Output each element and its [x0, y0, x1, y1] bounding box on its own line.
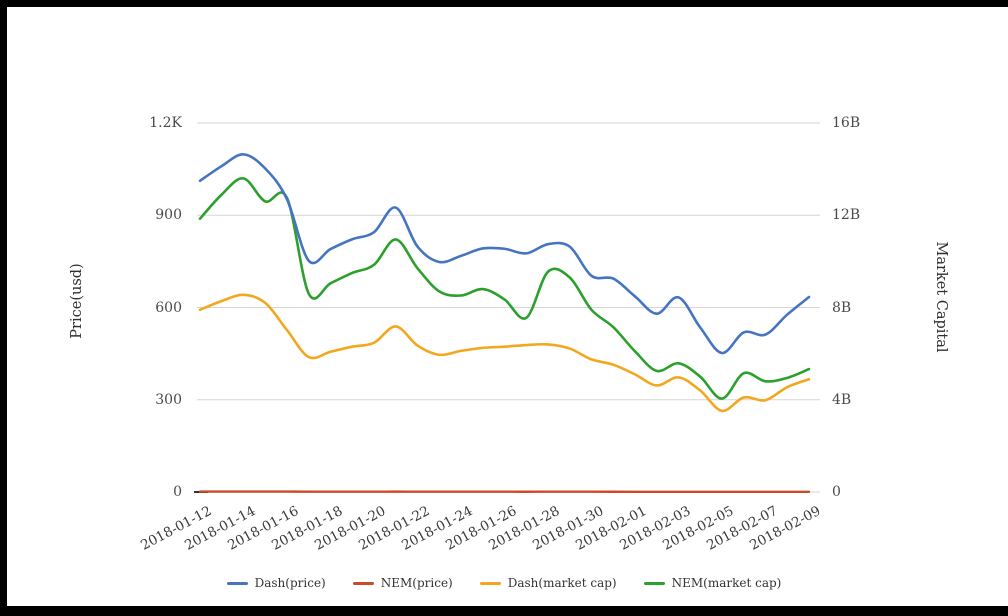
series-line-nem-market-cap: [198, 177, 811, 400]
legend-marker-nem-price-icon: [352, 581, 374, 585]
right-axis-tick-0: 0: [832, 484, 841, 500]
right-axis-tick-4b: 4B: [832, 391, 852, 408]
left-axis-tick-1200: 1.2K: [149, 115, 182, 131]
legend-label-nem-price: NEM(price): [380, 576, 453, 590]
right-axis-tick-8b: 8B: [832, 299, 852, 316]
legend-marker-dash-price-icon: [226, 581, 248, 585]
legend-item-nem-market-cap[interactable]: NEM(market cap): [643, 576, 782, 590]
legend: Dash(price) NEM(price) Dash(market cap) …: [0, 576, 1008, 590]
series-line-dash-market-cap: [198, 293, 811, 413]
right-axis-tick-12b: 12B: [832, 207, 861, 224]
left-axis-tick-0: 0: [173, 484, 182, 500]
legend-item-nem-price[interactable]: NEM(price): [352, 576, 453, 590]
frame-border-left: [0, 0, 7, 616]
left-axis-tick-600: 600: [155, 299, 182, 316]
legend-marker-dash-market-cap-icon: [479, 581, 501, 585]
right-axis-title: Market Capital: [933, 241, 949, 353]
left-axis-tick-900: 900: [155, 207, 182, 224]
legend-item-dash-price[interactable]: Dash(price): [226, 576, 326, 590]
legend-label-dash-price: Dash(price): [254, 576, 326, 590]
frame-border-bottom: [0, 606, 1008, 616]
left-axis-tick-300: 300: [155, 391, 182, 408]
legend-item-dash-market-cap[interactable]: Dash(market cap): [479, 576, 617, 590]
frame-border-top: [0, 0, 1008, 7]
legend-label-nem-market-cap: NEM(market cap): [671, 576, 782, 590]
gridlines: [197, 122, 820, 493]
legend-marker-nem-market-cap-icon: [643, 581, 665, 585]
left-axis-title: Price(usd): [69, 263, 85, 339]
legend-label-dash-market-cap: Dash(market cap): [507, 576, 617, 590]
right-axis-tick-16b: 16B: [832, 115, 861, 131]
series-line-dash-price: [198, 153, 811, 355]
